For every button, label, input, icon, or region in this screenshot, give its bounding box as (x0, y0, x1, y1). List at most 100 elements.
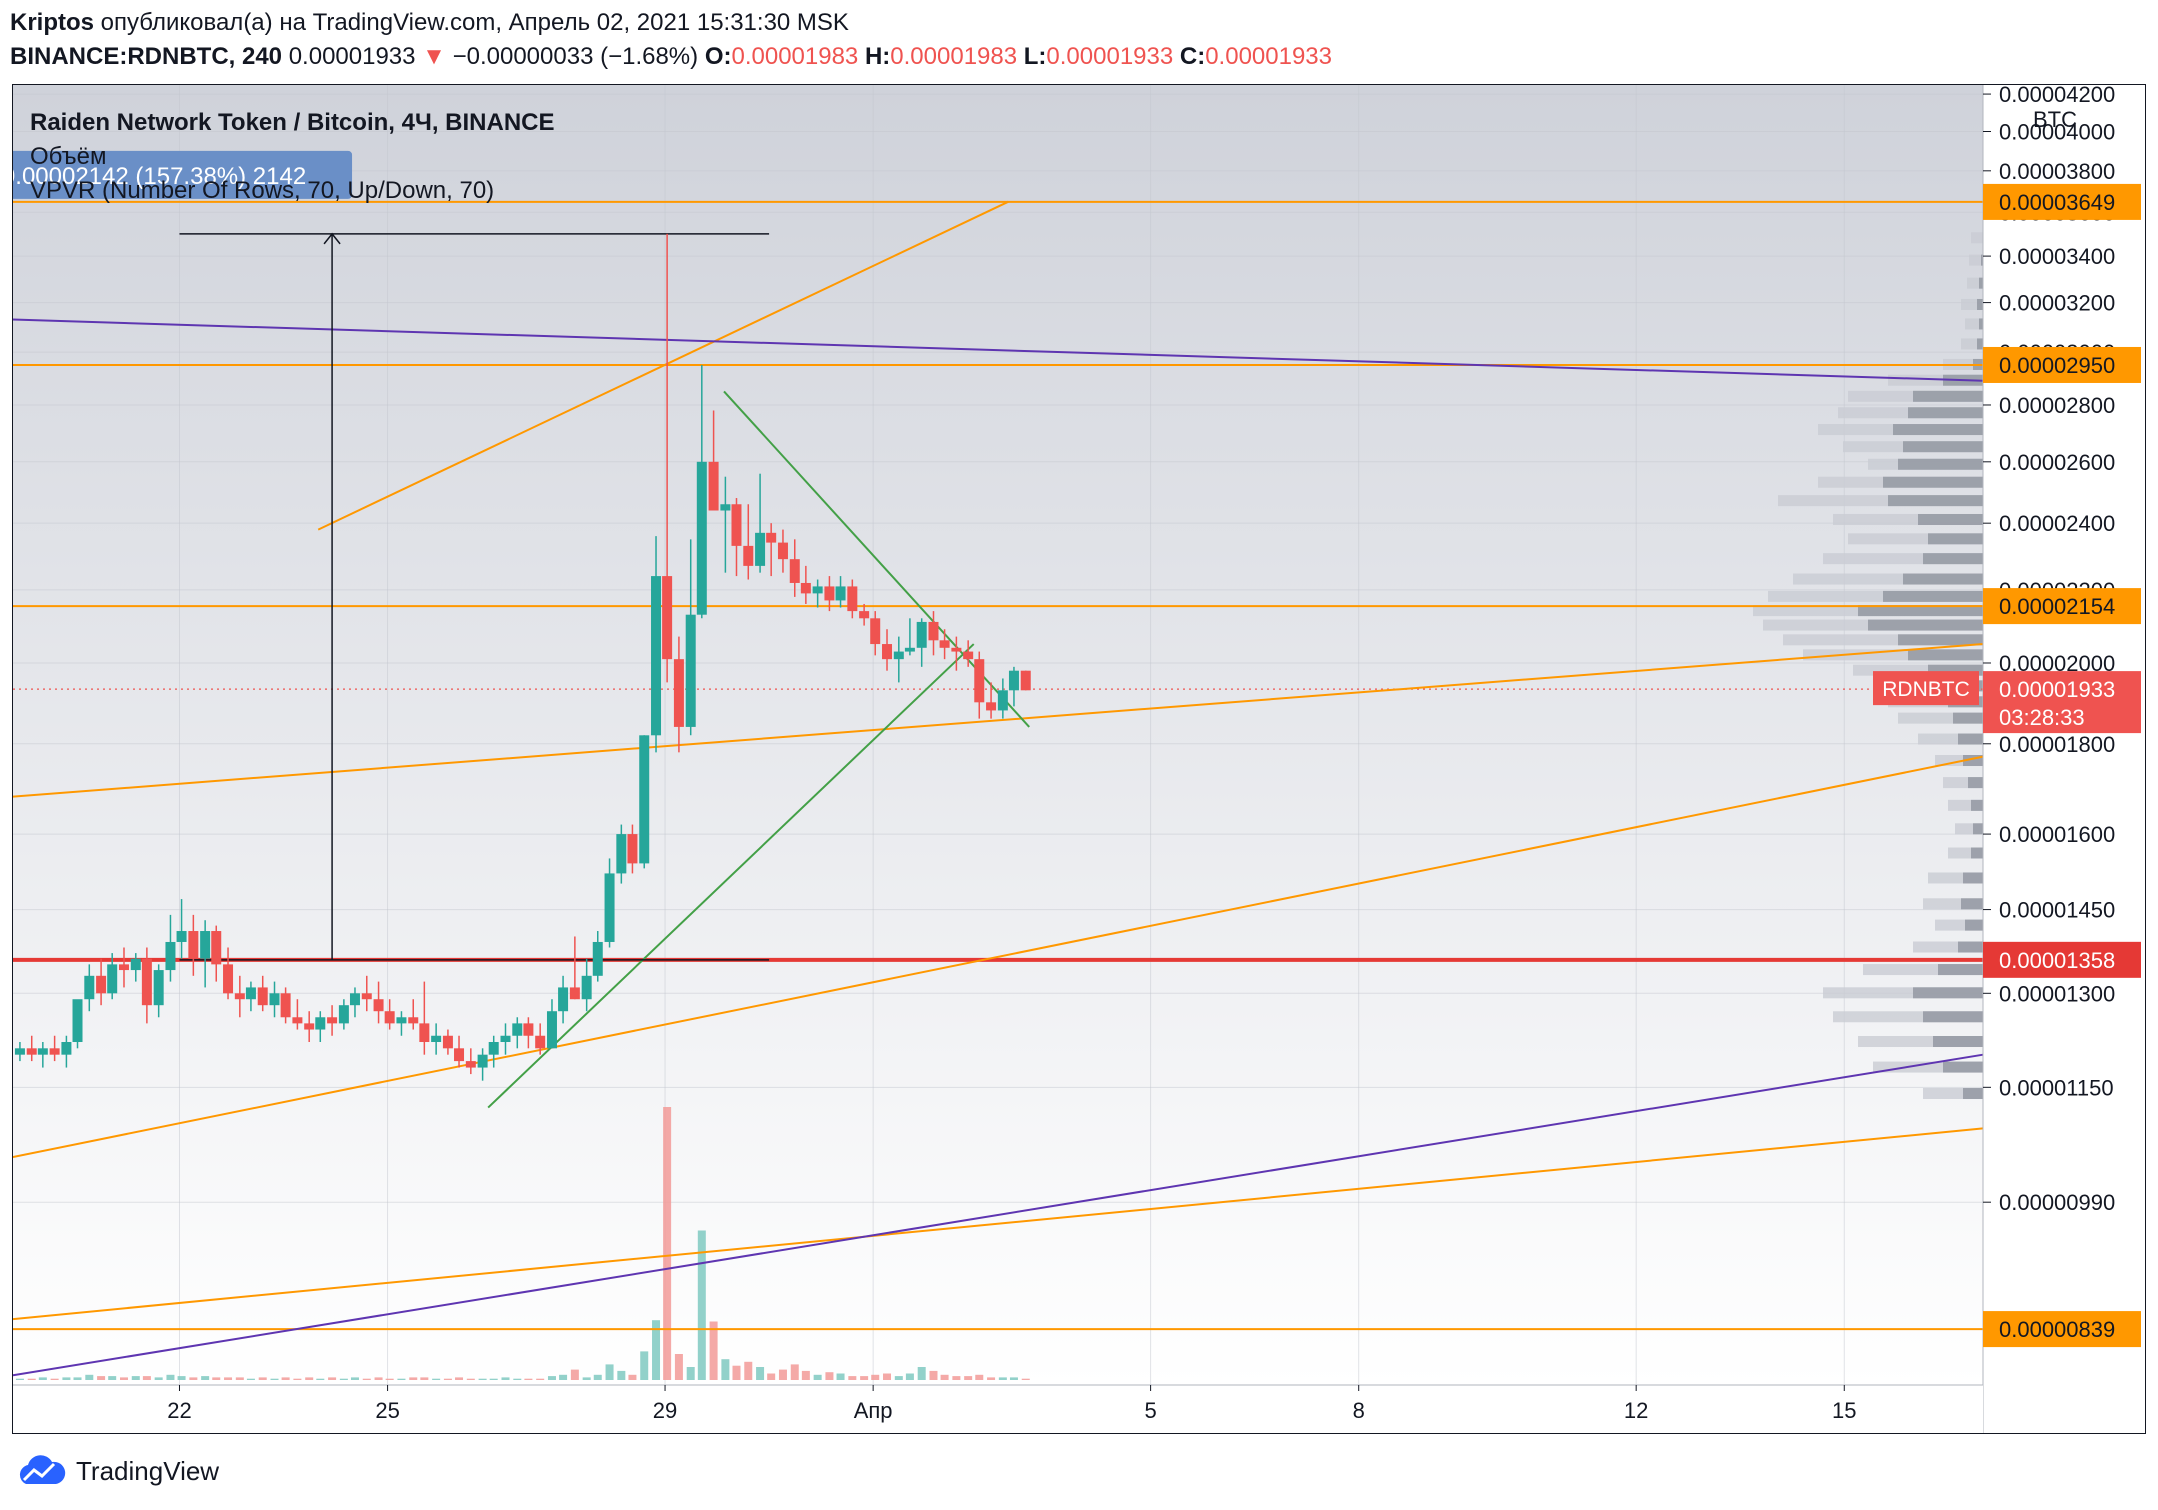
volume-bar (905, 1373, 914, 1380)
candle-body (627, 834, 638, 864)
candle-body (939, 640, 950, 648)
time-tick-label: 5 (1144, 1398, 1156, 1423)
volume-bar (674, 1354, 683, 1380)
vpvr-row (1928, 872, 1983, 884)
vpvr-row (1971, 232, 1983, 244)
volume-bar (501, 1377, 510, 1380)
vpvr-row-up (1928, 533, 1983, 545)
candle-body (188, 931, 199, 959)
vpvr-row-up (1938, 964, 1983, 976)
volume-bar (258, 1377, 267, 1380)
candle-body (373, 999, 384, 1012)
volume-bar (339, 1378, 348, 1380)
vpvr-row-up (1963, 872, 1983, 884)
volume-bar (420, 1377, 429, 1380)
candle-body (916, 621, 927, 648)
candle-body (904, 647, 915, 652)
candle-body (500, 1035, 511, 1043)
chart-frame[interactable]: 0.00002142 (157.38%) 2142 BTC 0.00004200 0… (12, 84, 2146, 1434)
vpvr-row (1967, 277, 1983, 289)
volume-bar (964, 1376, 973, 1380)
legend-vpvr: VPVR (Number Of Rows, 70, Up/Down, 70) (30, 177, 495, 204)
vpvr-row (1961, 338, 1983, 350)
vpvr-row-up (1979, 277, 1983, 289)
volume-bar (813, 1374, 822, 1380)
candle-body (84, 975, 95, 1000)
volume-bar (709, 1321, 718, 1380)
volume-bar (536, 1378, 545, 1380)
vpvr-row (1863, 964, 1983, 976)
symbol-interval: BINANCE:RDNBTC, 240 (10, 43, 283, 70)
tradingview-brand: TradingView (76, 1455, 220, 1486)
candle-body (1020, 670, 1031, 691)
candle-body (569, 987, 580, 1000)
open-label: O: (704, 43, 732, 70)
vpvr-row (1823, 987, 1983, 999)
volume-bar (201, 1376, 210, 1380)
price-tick-label: 0.00001450 (1999, 898, 2115, 923)
change-down-icon: ▼ (422, 43, 446, 70)
candle-body (454, 1048, 465, 1062)
price-tick-label: 0.00004200 (1999, 85, 2115, 107)
volume-bar (97, 1376, 106, 1380)
countdown-label: 03:28:33 (1999, 705, 2085, 730)
candle-body (523, 1023, 534, 1036)
vpvr-row-up (1903, 573, 1983, 585)
candle-body (72, 999, 83, 1043)
volume-bar (744, 1361, 753, 1380)
publish-line: Kriptos опубликовал(а) на TradingView.co… (10, 6, 1332, 40)
tradingview-footer[interactable]: TradingView (14, 1454, 219, 1488)
volume-bar (524, 1378, 533, 1380)
candle-body (662, 576, 673, 660)
vpvr-row-up (1858, 605, 1983, 617)
price-tick-label: 0.00003800 (1999, 159, 2115, 184)
time-axis (13, 1385, 1983, 1433)
volume-bar (570, 1369, 579, 1380)
candle-body (315, 1017, 326, 1030)
price-tick-label: 0.00004000 (1999, 119, 2115, 144)
last-price: 0.00001933 (288, 43, 416, 70)
volume-bar (640, 1351, 649, 1380)
volume-bar (50, 1378, 59, 1380)
candle-body (592, 941, 603, 976)
candle-body (731, 504, 742, 546)
price-tag (1983, 1311, 2141, 1348)
price-tag (1983, 588, 2141, 625)
price-tag-label: 0.00002950 (1999, 353, 2115, 378)
volume-bar (848, 1376, 857, 1380)
vpvr-row-up (1908, 407, 1983, 419)
author-name[interactable]: Kriptos (10, 9, 94, 36)
candle-body (165, 941, 176, 971)
vpvr-row (1935, 919, 1983, 931)
vpvr-row (1969, 254, 1983, 266)
vpvr-row (1965, 318, 1983, 330)
volume-bar (212, 1377, 221, 1380)
candle-body (997, 690, 1008, 711)
price-tick-label: 0.00002600 (1999, 450, 2115, 475)
volume-bar (652, 1320, 661, 1380)
vpvr-row-up (1883, 590, 1983, 602)
candle-body (107, 964, 118, 994)
vpvr-row (1783, 634, 1983, 646)
volume-bar (432, 1378, 441, 1380)
candle-body (986, 702, 997, 711)
vpvr-row-up (1971, 799, 1983, 811)
volume-bar (790, 1364, 799, 1380)
vpvr-row (1778, 495, 1983, 507)
candle-body (304, 1023, 315, 1030)
time-tick-label: Апр (854, 1398, 893, 1423)
candle-body (200, 931, 211, 959)
volume-bar (478, 1378, 487, 1380)
candle-body (974, 659, 985, 703)
volume-bar (119, 1377, 128, 1380)
volume-bar (281, 1377, 290, 1380)
vpvr-row (1923, 1088, 1983, 1100)
vpvr-row-up (1971, 847, 1983, 859)
volume-bar (883, 1373, 892, 1380)
volume-bar (177, 1376, 186, 1380)
candle-body (141, 958, 152, 1006)
candle-body (245, 987, 256, 1000)
vpvr-row-up (1888, 495, 1983, 507)
volume-bar (686, 1367, 695, 1380)
